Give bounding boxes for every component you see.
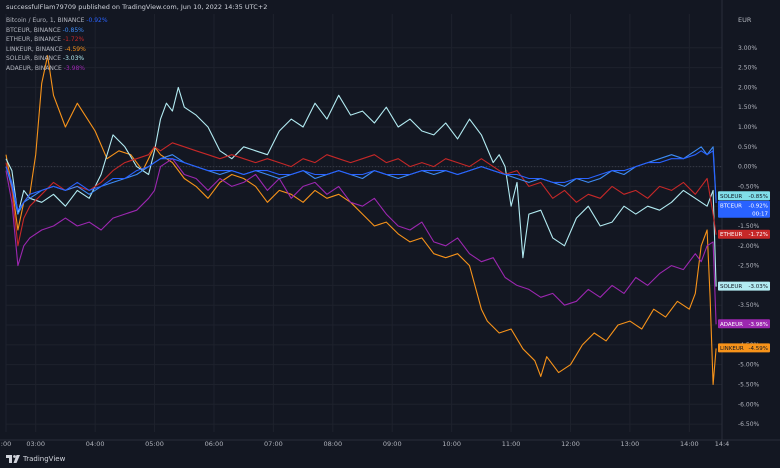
y-tick-label: -3.50% [738,302,760,309]
y-tick-label: -2.50% [738,263,760,270]
price-label: BTCEUR -0.92% 00:17 [718,200,770,218]
tradingview-logo-icon [6,455,20,463]
series-line-soleur [5,86,717,287]
x-tick-label: 10:00 [442,440,461,448]
price-label-bg [718,319,770,329]
price-label-name: SOLEUR [720,284,742,290]
legend-row[interactable]: ETHEUR, BINANCE -1.72% [6,35,108,45]
price-label-name: BTCEUR [720,203,742,209]
price-label-value: -4.59% [749,346,768,352]
y-tick-label: 0.00% [738,164,757,171]
y-tick-label: 3.00% [738,45,757,52]
grid-lines [5,14,723,432]
y-tick-label: 2.50% [738,65,757,72]
y-tick-label: -6.50% [738,421,760,428]
legend-row[interactable]: LINKEUR, BINANCE -4.59% [6,45,108,55]
legend-series-value: -3.98% [63,64,85,72]
price-label-value: -1.72% [749,232,768,238]
x-tick-label: 06:00 [205,440,224,448]
x-tick-label: 03:00 [26,440,45,448]
y-tick-label: -5.50% [738,381,760,388]
brand-name: TradingView [23,455,66,463]
x-tick-label: 14:00 [680,440,699,448]
legend-series-name: Bitcoin / Euro, 1, BINANCE [6,17,87,24]
legend-series-value: -0.85% [62,26,84,34]
price-label-countdown: 00:17 [752,211,768,217]
legend-series-value: -0.92% [86,17,108,24]
series-line-linkeur [5,55,717,386]
legend-series-name: ADAEUR, BINANCE [6,64,64,72]
price-label: SOLEUR -3.03% [718,281,770,291]
y-axis-unit: EUR [738,16,752,24]
price-label-bg [718,200,770,218]
x-tick-label: 12:00 [561,440,580,448]
price-labels: SOLEUR -0.85% BTCEUR -0.92% 00:17 ETHEUR -1.72… [718,191,770,353]
y-tick-label: -0.50% [738,183,760,190]
legend-series-value: -3.03% [62,55,85,62]
legend-series-name: SOLEUR, BINANCE [6,55,63,62]
publisher-header: successfulFlam79709 published on Trading… [6,3,268,11]
x-tick-label: 09:00 [383,440,402,448]
x-axis[interactable]: :00 03:00 04:00 05:00 06:00 07:00 08:00 09:00 10… [0,439,780,448]
price-label-value: -0.92% [749,203,768,209]
series-line-btceur [5,146,717,215]
x-tick-label: 05:00 [145,440,164,448]
price-label: ETHEUR -1.72% [718,229,770,239]
y-tick-label: 0.50% [738,144,757,151]
y-tick-label: 2.00% [738,84,757,91]
x-tick-label: 13:00 [621,440,640,448]
x-tick-label: 07:00 [264,440,283,448]
y-tick-label: -5.00% [738,362,760,369]
price-label-bg [718,191,770,201]
legend-row[interactable]: SOLEUR, BINANCE -3.03% [6,54,108,64]
y-tick-label: -2.00% [738,243,760,250]
price-label-value: -0.85% [749,194,768,200]
legend-series-name: BTCEUR, BINANCE [6,26,63,34]
price-label-value: -3.98% [749,322,768,328]
series-lines [5,55,717,386]
x-tick-label: 08:00 [323,440,342,448]
x-tick-label: :00 [1,440,11,448]
price-label-name: ADAEUR [720,322,743,328]
price-label: LINKEUR -4.59% [718,343,770,353]
price-label: SOLEUR -0.85% [718,191,770,201]
x-tick-label: 14:4 [715,440,730,448]
price-label-bg [718,343,770,353]
price-label-value: -3.03% [749,284,768,290]
legend-series-name: LINKEUR, BINANCE [6,45,65,53]
x-tick-label: 11:00 [502,440,521,448]
price-label-bg [718,229,770,239]
legend-row[interactable]: Bitcoin / Euro, 1, BINANCE -0.92% [6,16,108,26]
footer[interactable]: TradingView [6,455,65,463]
y-axis[interactable]: EUR 3.00% 2.50% 2.00% 1.50% 1.00% 0.50% 0.00% -… [721,0,760,440]
legend-series-value: -4.59% [64,45,86,53]
series-line-bitcoin-euro [5,150,717,211]
y-tick-label: 1.50% [738,104,757,111]
legend-row[interactable]: BTCEUR, BINANCE -0.85% [6,26,108,36]
price-label-name: LINKEUR [720,346,744,352]
price-label: ADAEUR -3.98% [718,319,770,329]
legend-series-name: ETHEUR, BINANCE [6,36,63,43]
x-tick-label: 04:00 [86,440,105,448]
y-tick-label: 1.00% [738,124,757,131]
series-line-etheur [5,142,717,247]
y-tick-label: -1.50% [738,223,760,230]
price-label-name: SOLEUR [720,194,742,200]
price-label-bg [718,281,770,291]
legend-row[interactable]: ADAEUR, BINANCE -3.98% [6,64,108,74]
series-line-adaeur [5,158,717,325]
price-label-name: ETHEUR [720,232,742,238]
legend: Bitcoin / Euro, 1, BINANCE -0.92% BTCEUR,… [6,16,108,73]
y-tick-label: -6.00% [738,401,760,408]
legend-series-value: -1.72% [63,36,85,43]
